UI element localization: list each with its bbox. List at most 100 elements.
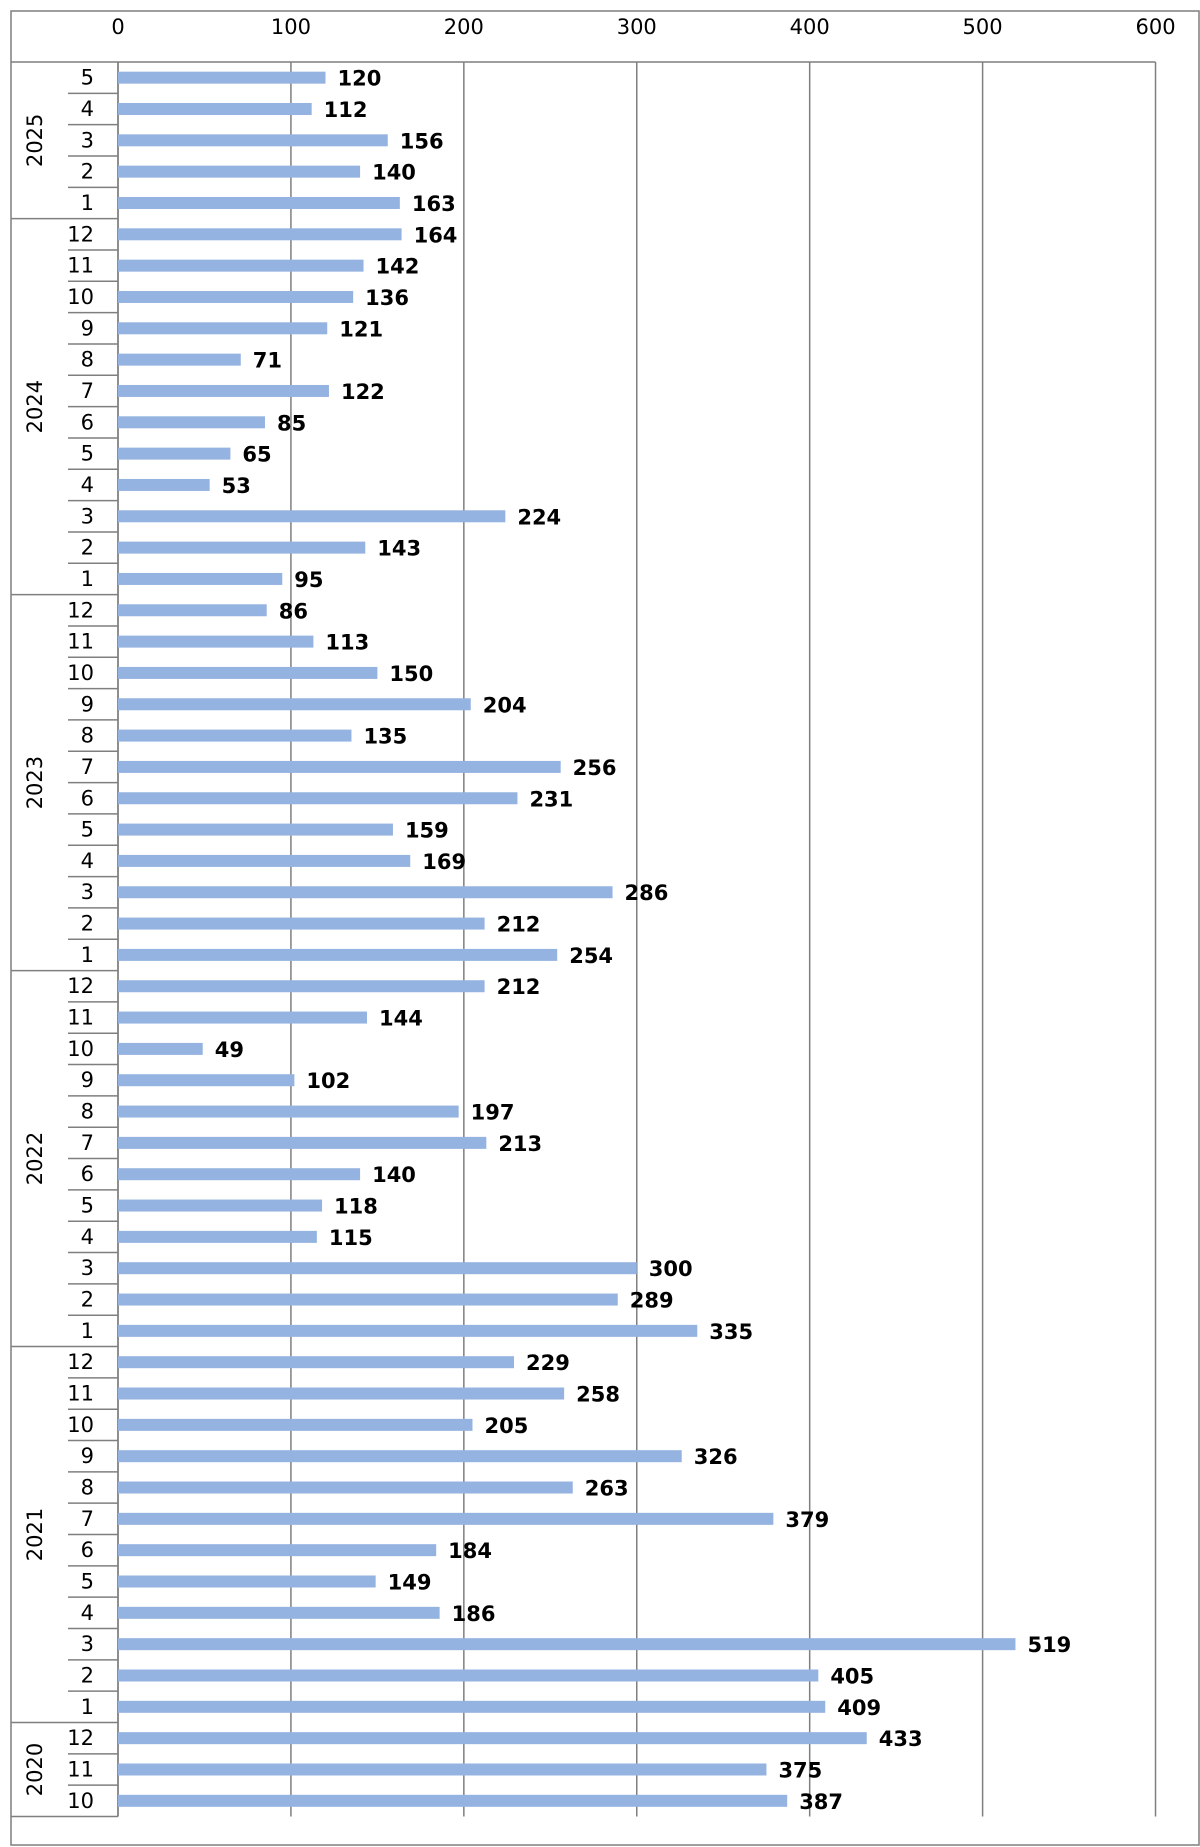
bar xyxy=(118,698,471,711)
bar xyxy=(118,666,378,679)
month-label: 5 xyxy=(81,442,94,466)
bar xyxy=(118,760,561,773)
month-label: 9 xyxy=(81,316,94,340)
month-label: 1 xyxy=(81,567,94,591)
chart-frame xyxy=(10,10,1200,1846)
data-label: 150 xyxy=(389,662,433,686)
bar xyxy=(118,447,231,460)
bar xyxy=(118,1418,473,1431)
bar xyxy=(118,1700,826,1713)
bar xyxy=(118,165,361,178)
bar xyxy=(118,541,366,554)
month-label: 2 xyxy=(81,1288,94,1312)
year-label: 2021 xyxy=(23,1508,47,1561)
data-label: 135 xyxy=(363,725,407,749)
bar xyxy=(118,510,506,523)
bar xyxy=(118,980,485,993)
month-label: 6 xyxy=(81,1538,94,1562)
data-label: 254 xyxy=(569,944,613,968)
data-label: 71 xyxy=(253,349,282,373)
month-label: 11 xyxy=(67,1757,94,1781)
month-label: 2 xyxy=(81,912,94,936)
bar xyxy=(118,1136,487,1149)
year-label: 2025 xyxy=(23,114,47,167)
bar xyxy=(118,1011,368,1024)
month-label: 1 xyxy=(81,943,94,967)
bar xyxy=(118,134,388,147)
bar xyxy=(118,1732,867,1745)
year-label: 2024 xyxy=(23,380,47,433)
month-label: 11 xyxy=(67,1006,94,1030)
bar xyxy=(118,322,328,335)
month-label: 10 xyxy=(67,285,94,309)
data-label: 186 xyxy=(452,1602,496,1626)
month-label: 8 xyxy=(81,724,94,748)
month-label: 6 xyxy=(81,410,94,434)
month-label: 10 xyxy=(67,1037,94,1061)
month-label: 4 xyxy=(81,473,94,497)
data-label: 120 xyxy=(338,67,382,91)
bar xyxy=(118,1512,774,1525)
bar xyxy=(118,792,518,805)
bar xyxy=(118,1669,819,1682)
bar xyxy=(118,635,314,648)
bar xyxy=(118,1168,361,1181)
month-label: 6 xyxy=(81,786,94,810)
month-label: 7 xyxy=(81,1507,94,1531)
month-label: 12 xyxy=(67,598,94,622)
month-label: 9 xyxy=(81,692,94,716)
month-label: 6 xyxy=(81,1162,94,1186)
bar xyxy=(118,416,265,429)
data-label: 387 xyxy=(799,1790,843,1814)
data-label: 300 xyxy=(649,1257,693,1281)
data-label: 115 xyxy=(329,1226,373,1250)
bar xyxy=(118,1356,514,1369)
month-label: 8 xyxy=(81,1476,94,1500)
data-label: 140 xyxy=(372,1163,416,1187)
bar xyxy=(118,1606,440,1619)
data-label: 143 xyxy=(377,537,421,561)
data-label: 164 xyxy=(414,223,458,247)
month-label: 12 xyxy=(67,1350,94,1374)
bar xyxy=(118,1230,317,1243)
x-tick-label: 400 xyxy=(790,15,830,39)
bar xyxy=(118,1199,323,1212)
data-label: 140 xyxy=(372,161,416,185)
data-label: 197 xyxy=(471,1101,515,1125)
month-label: 4 xyxy=(81,1225,94,1249)
bar xyxy=(118,196,400,209)
data-label: 159 xyxy=(405,819,449,843)
bar xyxy=(118,823,393,836)
bar xyxy=(118,1042,203,1055)
month-label: 11 xyxy=(67,630,94,654)
bar xyxy=(118,1105,459,1118)
data-label: 263 xyxy=(585,1477,629,1501)
month-label: 7 xyxy=(81,379,94,403)
month-label: 9 xyxy=(81,1068,94,1092)
month-label: 2 xyxy=(81,1663,94,1687)
month-label: 4 xyxy=(81,97,94,121)
bar xyxy=(118,917,485,930)
bar xyxy=(118,1638,1016,1651)
data-label: 213 xyxy=(498,1132,542,1156)
month-label: 5 xyxy=(81,1194,94,1218)
month-label: 12 xyxy=(67,1726,94,1750)
year-label: 2022 xyxy=(23,1132,47,1185)
data-label: 149 xyxy=(388,1571,432,1595)
bar xyxy=(118,572,283,585)
data-label: 163 xyxy=(412,192,456,216)
data-label: 95 xyxy=(294,568,323,592)
category-axis: 2025543212024121110987654321202312111098… xyxy=(11,62,119,1818)
bar xyxy=(118,290,354,303)
month-label: 3 xyxy=(81,128,94,152)
data-label: 405 xyxy=(830,1664,874,1688)
data-label: 289 xyxy=(630,1289,674,1313)
month-label: 8 xyxy=(81,348,94,372)
x-tick-label: 200 xyxy=(444,15,484,39)
month-label: 3 xyxy=(81,1632,94,1656)
data-label: 118 xyxy=(334,1195,378,1219)
x-tick-label: 0 xyxy=(111,15,124,39)
bar xyxy=(118,886,613,899)
x-axis: 0 100 200 300 400 500 600 xyxy=(11,15,1176,63)
